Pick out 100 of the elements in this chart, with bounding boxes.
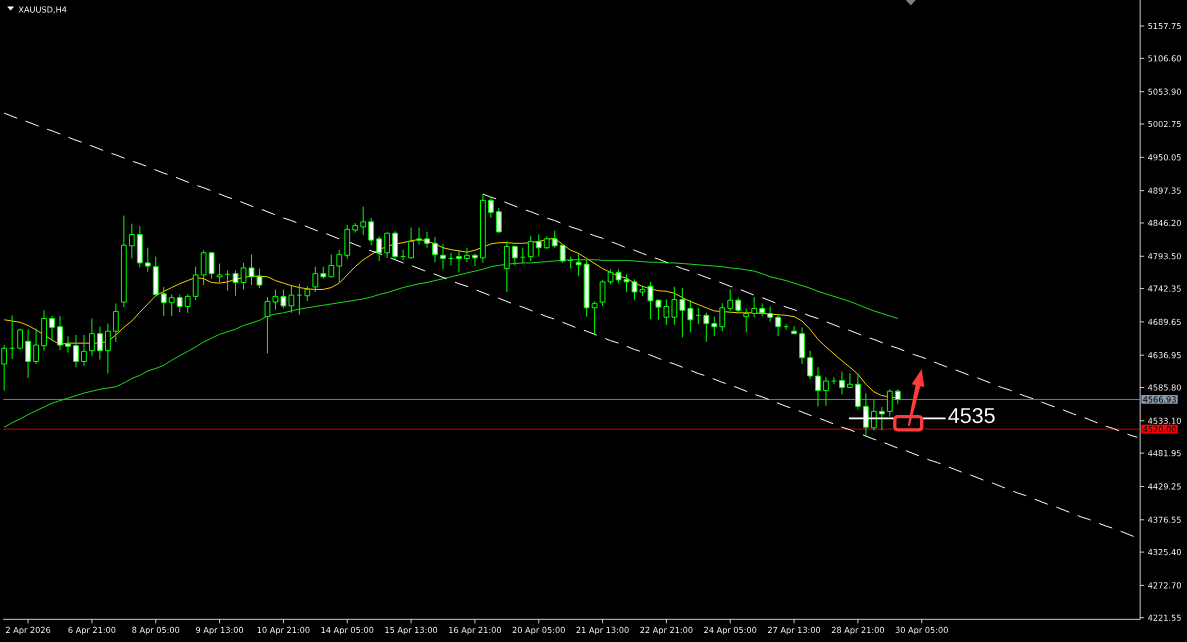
x-tick-label: 20 Apr 05:00 [512, 626, 565, 635]
y-tick-label: 4636.95 [1148, 351, 1181, 359]
candlestick [599, 279, 606, 307]
y-tick-label: 4846.20 [1148, 219, 1181, 226]
candlestick [216, 262, 223, 283]
candlestick [9, 314, 16, 360]
candlestick [192, 266, 199, 301]
candlestick [144, 247, 151, 273]
candlestick [168, 293, 175, 317]
candlestick [184, 293, 191, 314]
candlestick [73, 334, 79, 368]
y-tick-label: 4272.70 [1148, 582, 1181, 589]
candlestick [200, 249, 207, 286]
candlestick [823, 376, 829, 407]
candlestick [847, 372, 853, 389]
candlestick [288, 284, 295, 314]
candlestick [775, 314, 781, 337]
candlestick [759, 302, 766, 317]
candlestick [424, 231, 430, 249]
y-tick-label: 5106.60 [1148, 55, 1181, 62]
candlestick [456, 249, 462, 273]
y-tick-label: 4793.50 [1148, 253, 1181, 260]
candlestick [368, 217, 375, 246]
y-tick-label: 4689.65 [1148, 318, 1181, 325]
candlestick [160, 286, 167, 317]
y-tick-label: 4950.05 [1148, 154, 1181, 161]
candlestick [49, 315, 55, 341]
candlestick [567, 255, 574, 269]
candlestick [280, 288, 287, 309]
candlestick [751, 296, 758, 318]
candlestick [97, 326, 103, 360]
candlestick [296, 283, 303, 316]
annotation: 4535 [948, 407, 995, 424]
x-tick-label: 28 Apr 21:00 [831, 626, 884, 635]
candlestick [112, 302, 119, 343]
candlestick [767, 305, 774, 323]
candlestick [408, 226, 414, 259]
candlestick [535, 233, 542, 257]
ref-line-label: 4566.93 [1143, 396, 1176, 403]
candlestick [591, 300, 598, 335]
y-tick-label: 5157.75 [1148, 22, 1181, 29]
candlestick [440, 243, 446, 270]
x-tick-label: 27 Apr 13:00 [768, 626, 821, 635]
candlestick [376, 235, 383, 262]
x-tick-label: 24 Apr 05:00 [704, 626, 757, 635]
candlestick [519, 247, 526, 264]
y-tick-label: 4325.40 [1148, 548, 1181, 556]
candlestick [791, 325, 797, 335]
y-tick-label: 4585.80 [1148, 384, 1181, 391]
y-tick-label: 5053.90 [1148, 88, 1181, 95]
x-tick-label: 9 Apr 13:00 [196, 626, 244, 635]
x-tick-label: 8 Apr 05:00 [132, 626, 180, 635]
x-tick-label: 2 Apr 2026 [6, 626, 51, 635]
x-tick-label: 30 Apr 05:00 [895, 626, 948, 635]
candlestick [25, 328, 31, 379]
candlestick [208, 251, 215, 280]
candlestick [663, 298, 670, 326]
candlestick [839, 370, 845, 395]
candlestick [336, 248, 343, 283]
y-tick-label: 5002.75 [1148, 120, 1181, 127]
candlestick [687, 299, 694, 333]
candlestick [384, 231, 391, 259]
y-tick-label: 4429.25 [1148, 483, 1181, 490]
x-tick-label: 10 Apr 21:00 [257, 626, 310, 635]
candlestick [416, 226, 422, 245]
candlestick [711, 315, 718, 337]
x-tick-label: 22 Apr 21:00 [640, 626, 693, 635]
y-tick-label: 4742.35 [1148, 285, 1181, 292]
y-tick-label: 4376.55 [1148, 516, 1181, 523]
candlestick [503, 240, 510, 293]
candlestick [487, 197, 494, 219]
text: XAUUSD,H4 [18, 6, 67, 14]
x-tick-label: 6 Apr 21:00 [68, 626, 116, 635]
y-tick-label: 4221.55 [1148, 614, 1181, 621]
candlestick [679, 287, 686, 338]
candlestick [743, 307, 750, 333]
candlestick [870, 399, 877, 431]
candlestick [57, 315, 63, 351]
candlestick [33, 327, 39, 365]
candlestick [432, 236, 438, 263]
x-tick-label: 15 Apr 13:00 [385, 626, 438, 635]
candlestick [464, 247, 470, 263]
candlestick [495, 207, 502, 233]
candlestick [719, 302, 726, 332]
candlestick [224, 269, 231, 292]
candlestick [727, 288, 734, 312]
candlestick [695, 307, 702, 325]
ref-line-label: 4520.00 [1143, 425, 1176, 433]
candlestick [472, 252, 478, 267]
candlestick [671, 286, 678, 326]
candlestick [392, 230, 399, 260]
x-tick-label: 21 Apr 13:00 [576, 626, 629, 635]
candlestick [815, 366, 821, 407]
candlestick [527, 235, 534, 262]
candlestick [104, 322, 111, 374]
candlestick [575, 252, 582, 277]
x-tick-label: 16 Apr 21:00 [449, 626, 502, 635]
candlestick [511, 244, 518, 266]
candlestick [65, 335, 71, 353]
candlestick [312, 266, 319, 293]
